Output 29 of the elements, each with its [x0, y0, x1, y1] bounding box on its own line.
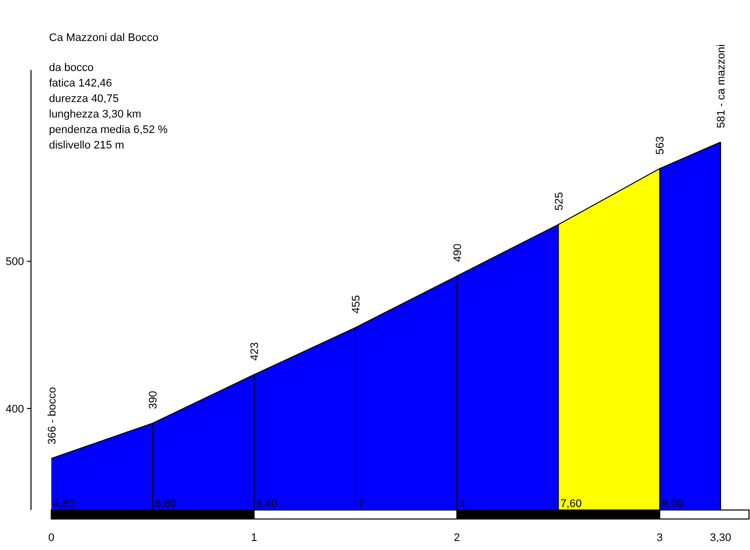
- annotation: 7: [358, 498, 364, 510]
- annotation: durezza 40,75: [49, 93, 119, 105]
- annotation: pendenza media 6,52 %: [49, 124, 168, 136]
- data-label: 455: [350, 295, 363, 314]
- annotation: 7: [458, 498, 466, 510]
- annotation: da bocco: [49, 62, 94, 74]
- data-label: 525: [553, 192, 566, 211]
- x-tick-label: 1: [251, 532, 258, 544]
- annotation: 6,00: [662, 498, 684, 510]
- chart-title: Ca Mazzoni dal Bocco: [49, 32, 158, 44]
- x-tick-label: 2: [454, 532, 460, 544]
- data-label: 563: [654, 136, 667, 155]
- data-label: 490: [452, 244, 464, 262]
- x-tick-label: 3,30: [710, 532, 732, 544]
- x-tick-label: 0: [48, 532, 54, 544]
- data-label: 366 - bocco: [46, 387, 58, 444]
- annotation: 4,80: [53, 498, 75, 510]
- annotation: dislivello 215 m: [49, 140, 124, 152]
- y-tick-label: 400: [6, 403, 24, 416]
- annotation: fatica 142,46: [49, 78, 112, 90]
- y-tick-label: 500: [6, 256, 24, 268]
- annotation: 7,60: [560, 498, 582, 510]
- data-label: 423: [249, 342, 262, 361]
- x-tick-label: 3: [656, 532, 663, 544]
- data-label: 390: [148, 390, 160, 410]
- annotation: lunghezza 3,30 km: [49, 108, 142, 120]
- data-label: 581 - ca mazzoni: [716, 44, 728, 128]
- annotation: 6,40: [256, 498, 278, 510]
- annotation: 6,60: [154, 498, 176, 510]
